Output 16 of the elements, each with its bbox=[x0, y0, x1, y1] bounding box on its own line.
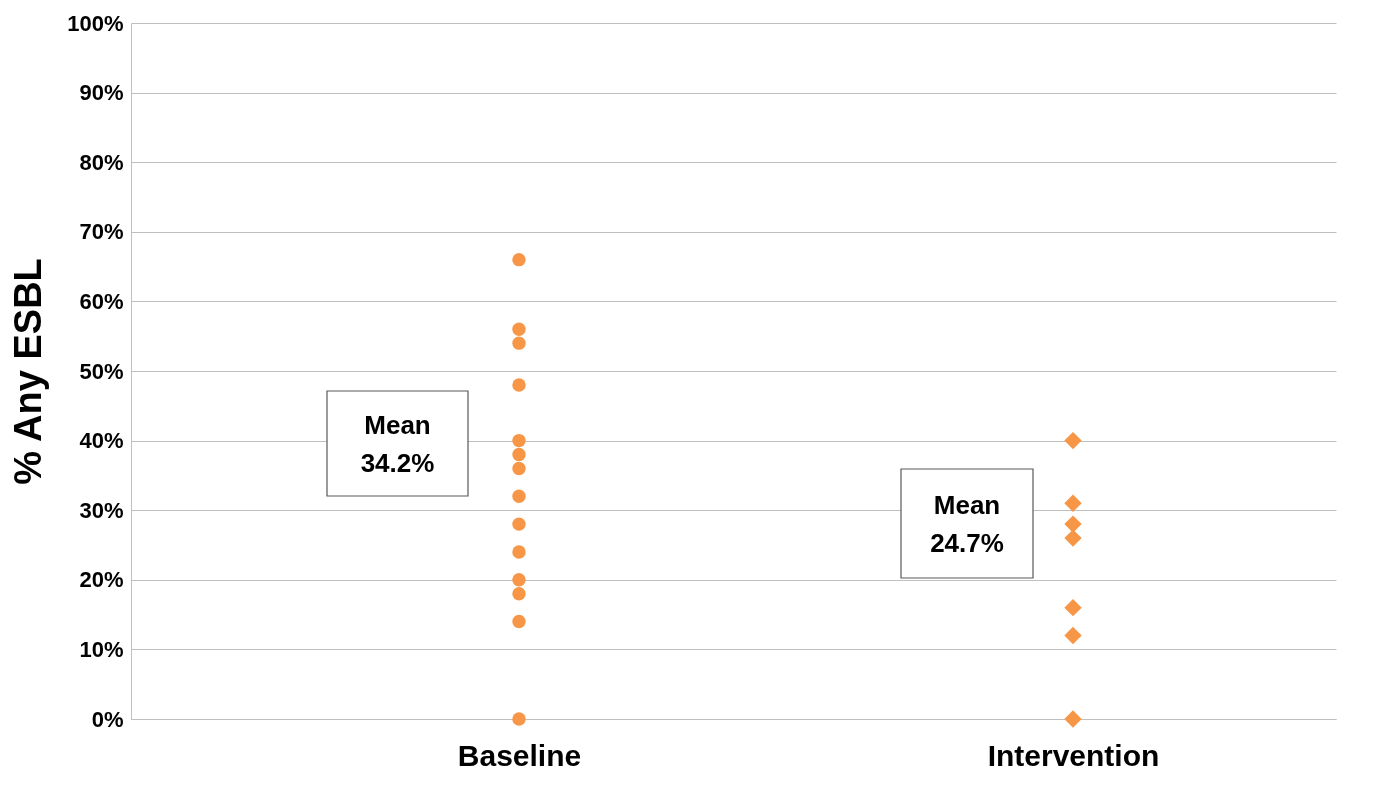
annotation: Mean 34.2% bbox=[360, 409, 435, 478]
y-tick-label: 30% bbox=[79, 497, 124, 523]
y-tick-label: 90% bbox=[79, 80, 124, 106]
annotation: Mean 24.7% bbox=[930, 489, 1004, 558]
y-tick-label: 10% bbox=[79, 636, 124, 662]
y-tick-label: 70% bbox=[79, 219, 124, 245]
y-tick-label: 20% bbox=[79, 567, 124, 593]
y-tick-label: 60% bbox=[79, 288, 124, 314]
y-tick-label: 50% bbox=[79, 358, 124, 384]
y-tick-label: 100% bbox=[67, 10, 124, 36]
y-tick-label: 80% bbox=[79, 149, 124, 175]
y-tick-label: 40% bbox=[79, 428, 124, 454]
x-tick-label: Baseline bbox=[457, 738, 582, 772]
y-axis-title: % Any ESBL bbox=[7, 258, 50, 485]
y-tick-label: 0% bbox=[91, 706, 124, 732]
x-tick-label: Intervention bbox=[987, 738, 1160, 772]
